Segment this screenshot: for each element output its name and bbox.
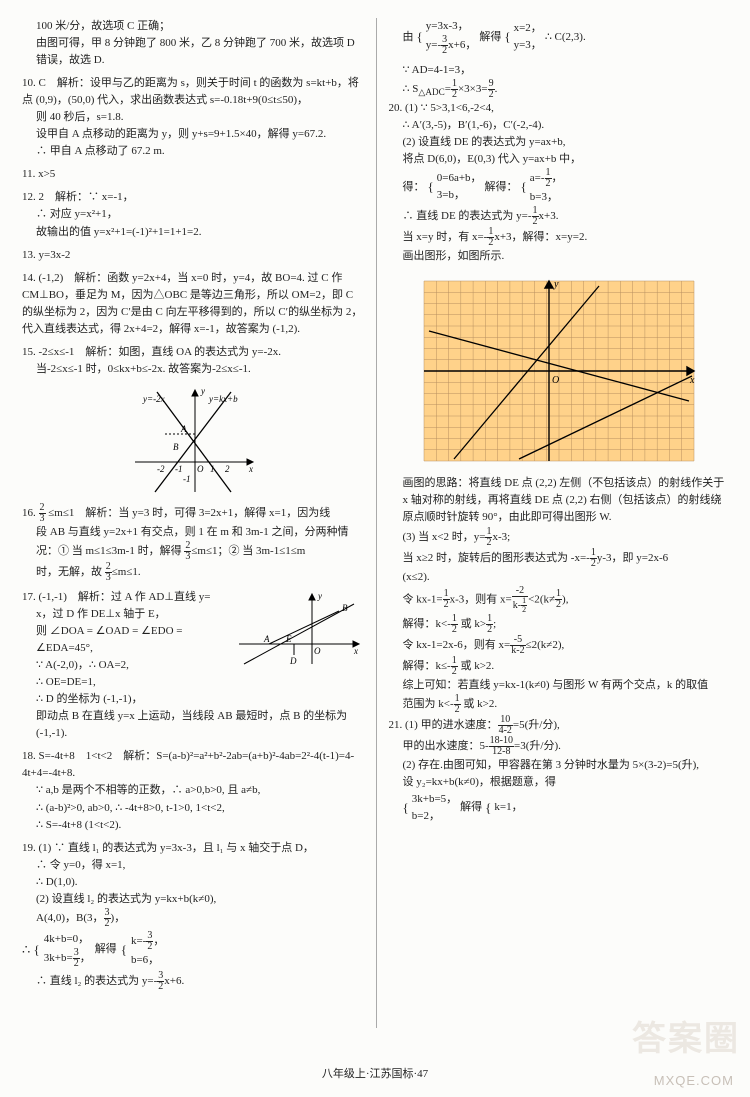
- svg-text:B: B: [173, 442, 179, 452]
- text: ≤m≤1 解析：当 y=3 时，可得 3=2x+1，解得 x=1，因为线: [46, 507, 331, 519]
- figure-q17: A B D E O x y: [234, 589, 364, 669]
- q16: 16. 23 ≤m≤1 解析：当 y=3 时，可得 3=2x+1，解得 x=1，…: [22, 503, 364, 583]
- svg-text:-1: -1: [175, 464, 183, 474]
- q14: 14. (-1,2) 解析：函数 y=2x+4，当 x=0 时，y=4，故 BO…: [22, 270, 364, 338]
- brace-icon: {: [485, 798, 491, 818]
- svg-text:y: y: [317, 591, 322, 601]
- brace-icon: {: [121, 940, 127, 960]
- text: 时，无解，故 23≤m≤1.: [36, 562, 364, 583]
- right-column: 由 { y=3x-3， y=-32x+6， 解得 { x=2， y=3， ∴ C…: [389, 18, 731, 1028]
- q15: 15. -2≤x≤-1 解析：如图，直线 OA 的表达式为 y=-2x. 当-2…: [22, 344, 364, 378]
- brace-icon: {: [403, 798, 409, 818]
- text: 16.: [22, 507, 39, 519]
- svg-text:y: y: [553, 279, 559, 290]
- svg-text:A: A: [263, 634, 270, 644]
- svg-text:x: x: [353, 646, 358, 656]
- svg-text:O: O: [314, 646, 321, 656]
- page-footer: 八年级上·江苏国标·47: [0, 1066, 750, 1083]
- brace-system: { 3k+b=5， b=2， 解得 { k=1，: [403, 791, 731, 825]
- text: ∴ D 的坐标为 (-1,-1)，: [36, 691, 364, 708]
- svg-text:O: O: [197, 464, 204, 474]
- text: 段 AB 与直线 y=2x+1 有交点，则 1 在 m 和 3m-1 之间，分两…: [36, 524, 364, 541]
- axis-y-label: y: [200, 386, 205, 396]
- text: 即动点 B 在直线 y=x 上运动，当线段 AB 最短时，点 B 的坐标为 (-…: [36, 708, 364, 742]
- figure-q20: x y O: [414, 271, 704, 471]
- text: ∴ 对应 y=x²+1，: [36, 206, 364, 223]
- brace-icon: {: [428, 177, 434, 197]
- text: 10. C 解析：设甲与乙的距离为 s，则关于时间 t 的函数为 s=kt+b，…: [22, 77, 359, 106]
- brace-system: ∴ { 4k+b=0， 3k+b=32， 解得 { k=-32， b=6，: [22, 931, 364, 969]
- brace-icon: {: [504, 27, 510, 47]
- svg-text:O: O: [552, 375, 559, 386]
- q13: 13. y=3x-2: [22, 247, 364, 264]
- text: ∴ S△ADC=12×3×3=92.: [403, 79, 731, 100]
- text: ∵ AD=4-1=3，: [403, 62, 731, 79]
- watermark: 答案圈: [632, 1014, 740, 1067]
- brace-icon: {: [521, 177, 527, 197]
- text: (2) 设直线 l₂ 的表达式为 y=kx+b(k≠0),: [36, 891, 364, 908]
- text: ∠EDA=45°,: [36, 640, 232, 657]
- text: 画图的思路：将直线 DE 点 (2,2) 左侧（不包括该点）的射线作关于 x 轴…: [403, 475, 731, 526]
- watermark-url: MXQE.COM: [654, 1071, 734, 1091]
- text: 15. -2≤x≤-1 解析：如图，直线 OA 的表达式为 y=-2x.: [22, 346, 281, 358]
- brace-icon: {: [417, 27, 423, 47]
- text: 则 ∠DOA = ∠OAD = ∠EDO =: [36, 623, 232, 640]
- q11: 11. x>5: [22, 166, 364, 183]
- text: ∴ 甲自 A 点移动了 67.2 m.: [36, 143, 364, 160]
- svg-text:D: D: [289, 656, 297, 666]
- q19: 19. (1) ∵ 直线 l₁ 的表达式为 y=3x-3，且 l₁ 与 x 轴交…: [22, 840, 364, 992]
- text: 当-2≤x≤-1 时，0≤kx+b≤-2x. 故答案为-2≤x≤-1.: [36, 361, 364, 378]
- cont-system: 由 { y=3x-3， y=-32x+6， 解得 { x=2， y=3， ∴ C…: [403, 18, 731, 56]
- figure-q15: x y -2 -1 O 1 2 -1 A B y=-2x y=kx+b: [125, 384, 260, 499]
- brace-system: 得： { 0=6a+b， 3=b， 解得： { a=-12， b=3，: [403, 168, 731, 206]
- svg-text:-2: -2: [157, 464, 165, 474]
- text: 由图可得，甲 8 分钟跑了 800 米，乙 8 分钟跑了 700 米，故选项 D…: [36, 37, 355, 66]
- text: 18. S=-4t+8 1<t<2 解析：S=(a-b)²=a²+b²-2ab=…: [22, 750, 354, 779]
- text: ∴ (a-b)²>0, ab>0, ∴ -4t+8>0, t-1>0, 1<t<…: [36, 800, 364, 817]
- text: ∴ S=-4t+8 (1<t<2).: [36, 817, 364, 834]
- text: 故输出的值 y=x²+1=(-1)²+1=1+1=2.: [36, 224, 364, 241]
- q12: 12. 2 解析：∵ x=-1， ∴ 对应 y=x²+1， 故输出的值 y=x²…: [22, 189, 364, 240]
- svg-text:E: E: [285, 634, 292, 644]
- text: 19. (1) ∵ 直线 l₁ 的表达式为 y=3x-3，且 l₁ 与 x 轴交…: [22, 842, 314, 854]
- column-divider: [376, 18, 377, 1028]
- text: ∴ D(1,0).: [36, 874, 364, 891]
- q17: 17. (-1,-1) 解析：过 A 作 AD⊥直线 y= x，过 D 作 DE…: [22, 589, 364, 742]
- text: ∵ A(-2,0)，∴ OA=2,: [36, 657, 232, 674]
- svg-text:x: x: [689, 375, 695, 386]
- two-column-layout: 100 米/分，故选项 C 正确； 由图可得，甲 8 分钟跑了 800 米，乙 …: [22, 18, 730, 1028]
- pre-text: 100 米/分，故选项 C 正确； 由图可得，甲 8 分钟跑了 800 米，乙 …: [36, 18, 364, 69]
- q20: 20. (1) ∵ 5>3,1<6,-2<4, ∴ A′(3,-5)，B′(1,…: [389, 100, 731, 265]
- q18: 18. S=-4t+8 1<t<2 解析：S=(a-b)²=a²+b²-2ab=…: [22, 748, 364, 833]
- text: ∴ OE=DE=1,: [36, 674, 232, 691]
- text: 17. (-1,-1) 解析：过 A 作 AD⊥直线 y=: [22, 591, 210, 603]
- text: 12. 2 解析：∵ x=-1，: [22, 191, 134, 203]
- text: A(4,0)，B(3，32)，: [36, 908, 364, 929]
- svg-text:B: B: [342, 603, 348, 613]
- text: 况：① 当 m≤1≤3m-1 时，解得 23≤m≤1；② 当 3m-1≤1≤m: [36, 541, 364, 562]
- svg-text:y=-2x: y=-2x: [142, 394, 165, 404]
- text: 设甲自 A 点移动的距离为 y，则 y+s=9+1.5×40，解得 y=67.2…: [36, 126, 364, 143]
- text: 100 米/分，故选项 C 正确；: [36, 20, 170, 32]
- q21: 21. (1) 甲的进水速度：104-2=5(升/分), 甲的出水速度：5-18…: [389, 715, 731, 825]
- text: ∴ 直线 l₂ 的表达式为 y=-32x+6.: [36, 971, 364, 992]
- brace-icon: ∴ {: [22, 940, 40, 960]
- left-column: 100 米/分，故选项 C 正确； 由图可得，甲 8 分钟跑了 800 米，乙 …: [22, 18, 364, 1028]
- q10: 10. C 解析：设甲与乙的距离为 s，则关于时间 t 的函数为 s=kt+b，…: [22, 75, 364, 160]
- axis-x-label: x: [248, 464, 253, 474]
- svg-text:2: 2: [225, 464, 230, 474]
- text: x，过 D 作 DE⊥x 轴于 E，: [36, 606, 232, 623]
- text: 则 40 秒后，s=1.8.: [36, 109, 364, 126]
- text: ∴ 令 y=0，得 x=1,: [36, 857, 364, 874]
- text: ∵ a,b 是两个不相等的正数，∴ a>0,b>0, 且 a≠b,: [36, 782, 364, 799]
- svg-text:-1: -1: [183, 474, 191, 484]
